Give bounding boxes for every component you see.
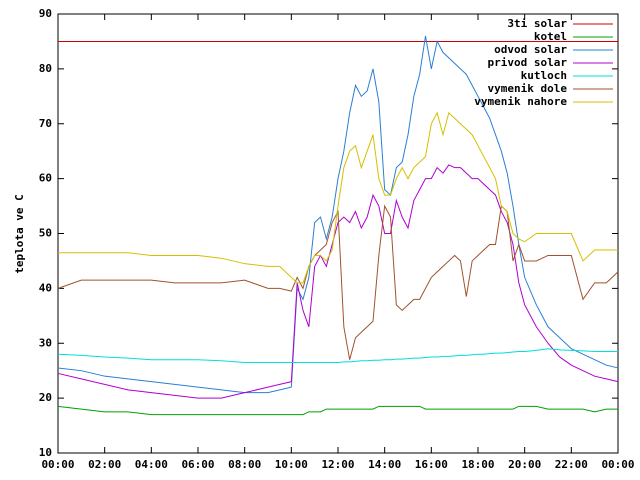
y-tick-label: 90 xyxy=(39,7,52,20)
x-tick-label: 04:00 xyxy=(135,458,168,471)
y-axis-label: teplota ve C xyxy=(13,194,26,273)
y-tick-label: 80 xyxy=(39,62,52,75)
x-tick-label: 12:00 xyxy=(321,458,354,471)
series-line xyxy=(57,35,619,394)
series-line xyxy=(58,111,618,284)
legend-label: 3ti solar xyxy=(507,17,567,30)
series-line xyxy=(57,405,618,416)
y-tick-label: 50 xyxy=(39,227,52,240)
legend-label: kutloch xyxy=(521,69,567,82)
x-tick-label: 10:00 xyxy=(275,458,308,471)
x-tick-label: 20:00 xyxy=(508,458,541,471)
series-line xyxy=(57,348,618,363)
x-tick-label: 02:00 xyxy=(88,458,121,471)
y-tick-label: 70 xyxy=(39,117,52,130)
x-tick-label: 22:00 xyxy=(555,458,588,471)
plot-border xyxy=(57,13,619,454)
y-tick-label: 60 xyxy=(39,172,52,185)
y-tick-label: 40 xyxy=(39,281,52,294)
x-tick-label: 00:00 xyxy=(41,458,74,471)
x-tick-label: 18:00 xyxy=(461,458,494,471)
legend-label: privod solar xyxy=(488,56,568,69)
x-tick-label: 14:00 xyxy=(368,458,401,471)
legend-label: odvod solar xyxy=(494,43,567,56)
x-tick-label: 06:00 xyxy=(181,458,214,471)
y-tick-label: 10 xyxy=(39,446,52,459)
series-line xyxy=(57,204,619,360)
legend-label: vymenik nahore xyxy=(474,95,567,108)
y-tick-label: 20 xyxy=(39,391,52,404)
legend-label: vymenik dole xyxy=(488,82,568,95)
x-tick-label: 16:00 xyxy=(415,458,448,471)
x-tick-label: 08:00 xyxy=(228,458,261,471)
y-tick-label: 30 xyxy=(39,336,52,349)
series-line xyxy=(57,164,619,399)
x-tick-label: 00:00 xyxy=(601,458,634,471)
legend-label: kotel xyxy=(534,30,567,43)
